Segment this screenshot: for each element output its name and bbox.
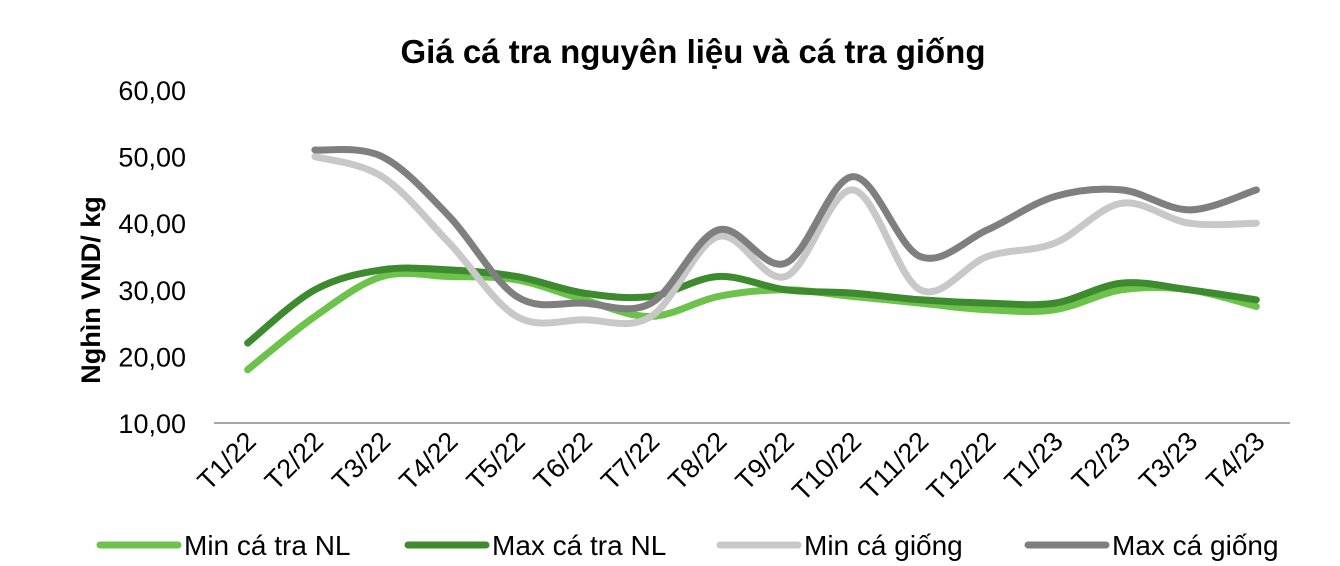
x-tick-label: T4/23 (1201, 426, 1271, 496)
y-tick-label: 40,00 (118, 209, 186, 239)
x-tick-label: T11/22 (855, 426, 934, 505)
y-tick-label: 60,00 (118, 76, 186, 106)
legend-label-3: Min cá giống (804, 530, 963, 561)
legend-label-1: Min cá tra NL (184, 530, 351, 561)
chart-title: Giá cá tra nguyên liệu và cá tra giống (400, 33, 985, 70)
x-tick-label: T8/22 (663, 426, 733, 496)
y-tick-label: 30,00 (118, 276, 186, 306)
y-axis-label: Nghìn VND/ kg (76, 196, 106, 384)
series-line-4 (311, 146, 1260, 313)
x-tick-label: T3/22 (326, 426, 396, 496)
y-tick-label: 10,00 (118, 409, 186, 439)
x-tick-label: T4/22 (394, 426, 464, 496)
y-tick-label: 50,00 (118, 143, 186, 173)
series-line-1 (244, 269, 1260, 374)
series-lines (244, 146, 1260, 374)
x-tick-label: T7/22 (595, 426, 665, 496)
series-line-3 (311, 153, 1260, 328)
y-tick-label: 20,00 (118, 342, 186, 372)
x-tick-label: T12/22 (921, 426, 1002, 507)
x-tick-label: T10/22 (786, 426, 867, 507)
x-tick-label: T2/23 (1066, 426, 1136, 496)
x-tick-label: T3/23 (1133, 426, 1203, 496)
legend-label-4: Max cá giống (1112, 530, 1279, 561)
x-tick-label: T1/23 (999, 426, 1069, 496)
x-tick-label: T2/22 (259, 426, 329, 496)
x-tick-label: T1/22 (192, 426, 262, 496)
y-axis-ticks: 10,00 20,00 30,00 40,00 50,00 60,00 (118, 76, 186, 439)
x-tick-label: T6/22 (528, 426, 598, 496)
series-line-2 (244, 264, 1260, 347)
legend-label-2: Max cá tra NL (492, 530, 666, 561)
x-axis-ticks: T1/22T2/22T3/22T4/22T5/22T6/22T7/22T8/22… (192, 426, 1271, 507)
x-tick-label: T5/22 (461, 426, 531, 496)
legend: Min cá tra NL Max cá tra NL Min cá giống Ma… (96, 530, 1279, 561)
